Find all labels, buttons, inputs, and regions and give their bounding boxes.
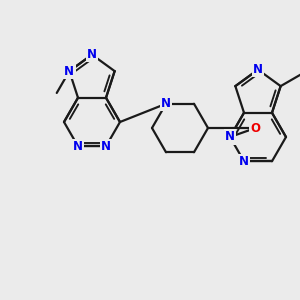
Text: N: N [64,64,74,78]
Text: O: O [250,122,261,134]
Text: N: N [101,140,111,153]
Text: N: N [253,63,263,76]
Text: N: N [239,155,249,168]
Text: N: N [87,48,97,61]
Text: N: N [161,97,171,110]
Text: N: N [73,140,83,153]
Text: N: N [225,130,235,143]
